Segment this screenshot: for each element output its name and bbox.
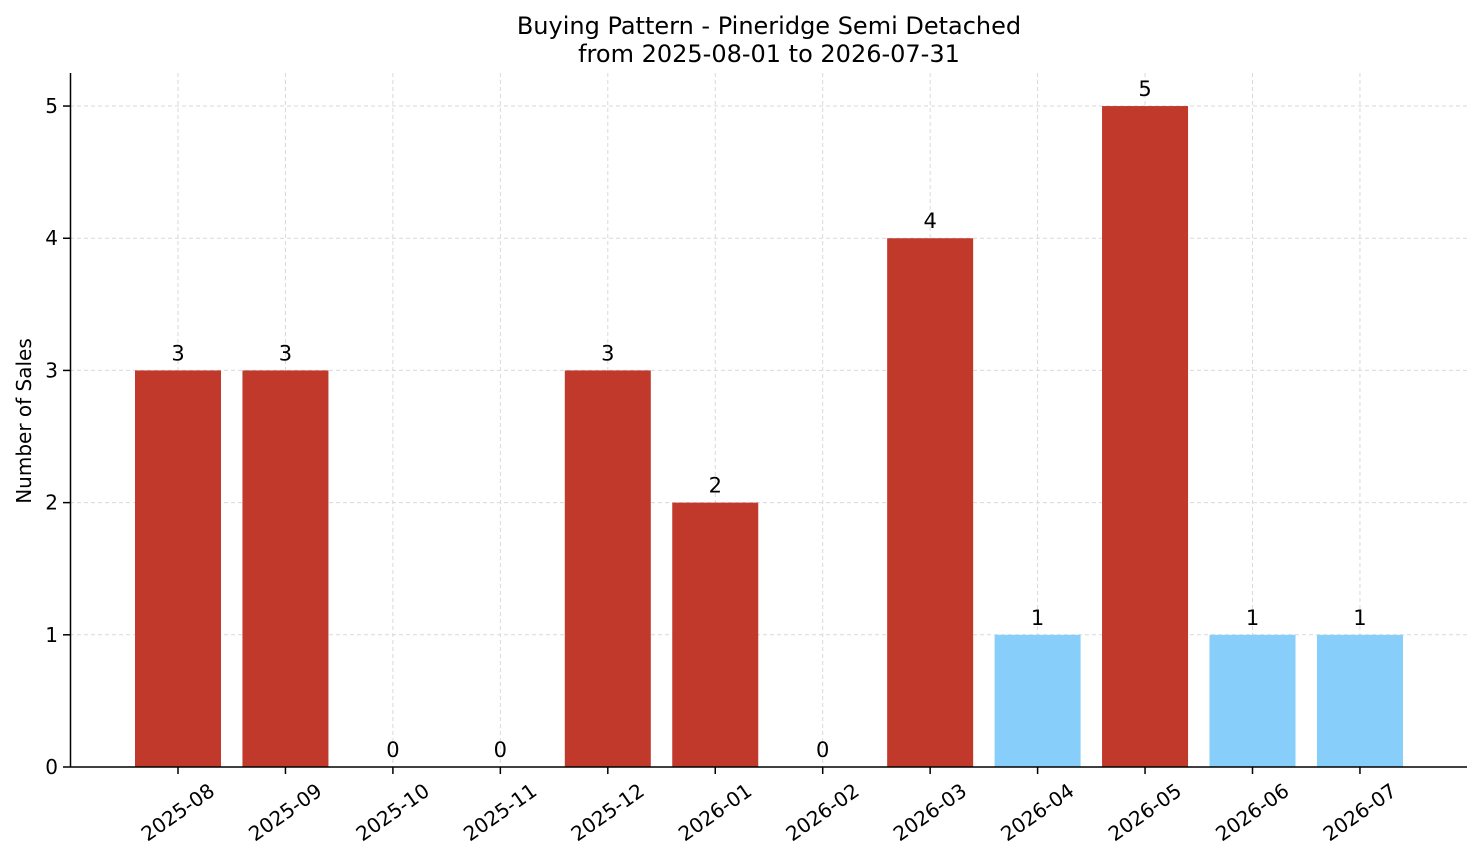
data-label: 0 <box>494 738 507 762</box>
chart-title: Buying Pattern - Pineridge Semi Detached <box>517 12 1021 40</box>
x-tick-label: 2026-04 <box>996 778 1078 846</box>
y-tick-label: 0 <box>45 755 58 779</box>
bar <box>564 370 651 767</box>
bar <box>1102 106 1189 768</box>
data-label: 1 <box>1246 606 1259 630</box>
y-tick-label: 4 <box>45 226 58 250</box>
data-label: 3 <box>279 341 292 365</box>
bar <box>887 238 974 767</box>
x-tick-label: 2026-03 <box>889 778 971 846</box>
data-label: 3 <box>171 341 184 365</box>
data-label: 1 <box>1031 606 1044 630</box>
bar <box>672 502 759 767</box>
data-label: 0 <box>816 738 829 762</box>
x-tick-label: 2025-10 <box>352 778 434 846</box>
bar <box>1209 634 1296 767</box>
data-label: 4 <box>923 209 936 233</box>
x-tick-label: 2026-02 <box>781 778 863 846</box>
x-tick-label: 2025-08 <box>137 778 219 846</box>
y-axis-label: Number of Sales <box>12 338 36 504</box>
bar <box>135 370 221 767</box>
chart-subtitle: from 2025-08-01 to 2026-07-31 <box>578 40 960 68</box>
data-label: 1 <box>1353 606 1366 630</box>
x-tick-label: 2025-12 <box>566 778 648 846</box>
data-label: 5 <box>1138 77 1151 101</box>
bar <box>1316 634 1403 767</box>
bars <box>135 106 1403 768</box>
x-tick-label: 2026-07 <box>1319 778 1401 846</box>
bar <box>994 634 1081 767</box>
data-labels: 3 3 0 0 3 2 0 4 1 5 1 1 <box>171 77 1366 762</box>
y-tick-label: 3 <box>45 358 58 382</box>
x-tick-label: 2026-05 <box>1104 778 1186 846</box>
data-label: 0 <box>386 738 399 762</box>
y-tick-label: 2 <box>45 491 58 515</box>
bar <box>242 370 329 767</box>
data-label: 3 <box>601 341 614 365</box>
x-tick-label: 2025-11 <box>459 778 541 846</box>
y-tick-label: 5 <box>45 94 58 118</box>
x-tick-label: 2026-06 <box>1211 778 1293 846</box>
x-tick-label: 2026-01 <box>674 778 756 846</box>
axes <box>69 73 1467 768</box>
y-tick-label: 1 <box>45 623 58 647</box>
x-tick-label: 2025-09 <box>244 778 326 846</box>
data-label: 2 <box>709 474 722 498</box>
